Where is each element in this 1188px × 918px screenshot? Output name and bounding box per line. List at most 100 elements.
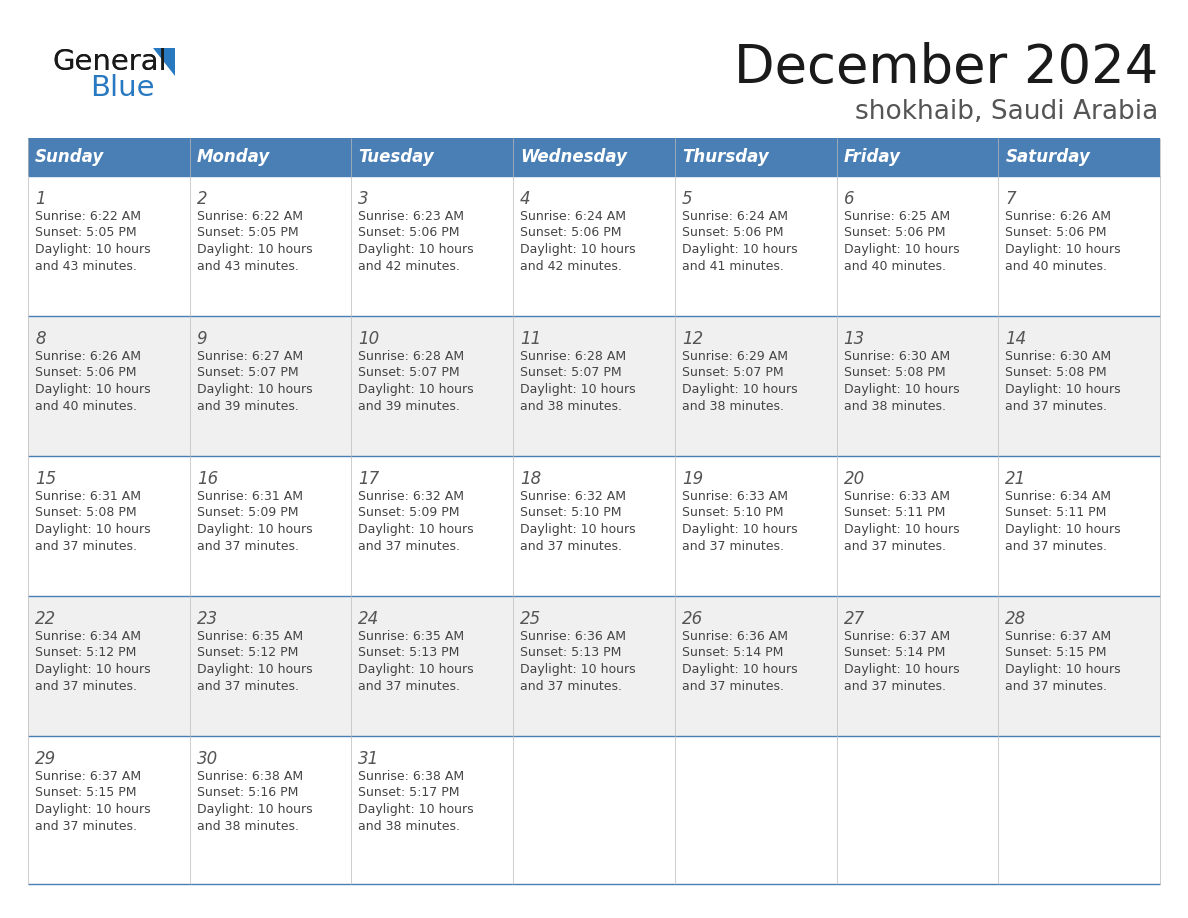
Text: Daylight: 10 hours: Daylight: 10 hours: [843, 243, 959, 256]
Text: Sunrise: 6:27 AM: Sunrise: 6:27 AM: [197, 350, 303, 363]
Text: and 37 minutes.: and 37 minutes.: [682, 679, 784, 692]
Text: Daylight: 10 hours: Daylight: 10 hours: [1005, 523, 1121, 536]
Text: 23: 23: [197, 610, 217, 628]
Bar: [29, 736, 1159, 884]
Text: Sunrise: 6:35 AM: Sunrise: 6:35 AM: [197, 630, 303, 643]
Text: Sunset: 5:07 PM: Sunset: 5:07 PM: [520, 366, 621, 379]
Text: and 43 minutes.: and 43 minutes.: [34, 260, 137, 273]
Bar: [190, 138, 352, 176]
Text: Sunrise: 6:29 AM: Sunrise: 6:29 AM: [682, 350, 788, 363]
Text: and 37 minutes.: and 37 minutes.: [34, 820, 137, 833]
Text: Daylight: 10 hours: Daylight: 10 hours: [520, 663, 636, 676]
Text: Daylight: 10 hours: Daylight: 10 hours: [520, 523, 636, 536]
Text: 26: 26: [682, 610, 703, 628]
Text: Daylight: 10 hours: Daylight: 10 hours: [682, 383, 797, 396]
Text: Daylight: 10 hours: Daylight: 10 hours: [34, 663, 151, 676]
Text: 16: 16: [197, 470, 217, 488]
Text: Tuesday: Tuesday: [359, 148, 434, 166]
Text: Sunday: Sunday: [34, 148, 105, 166]
Text: and 37 minutes.: and 37 minutes.: [682, 540, 784, 553]
Text: Sunset: 5:10 PM: Sunset: 5:10 PM: [520, 507, 621, 520]
Bar: [29, 138, 190, 176]
Bar: [675, 138, 836, 176]
Text: Daylight: 10 hours: Daylight: 10 hours: [34, 243, 151, 256]
Text: 19: 19: [682, 470, 703, 488]
Text: and 38 minutes.: and 38 minutes.: [359, 820, 461, 833]
Text: Daylight: 10 hours: Daylight: 10 hours: [359, 383, 474, 396]
Text: 2: 2: [197, 190, 208, 208]
Text: 1: 1: [34, 190, 45, 208]
Text: Daylight: 10 hours: Daylight: 10 hours: [197, 803, 312, 816]
Text: Daylight: 10 hours: Daylight: 10 hours: [1005, 383, 1121, 396]
Text: and 37 minutes.: and 37 minutes.: [359, 540, 461, 553]
Bar: [513, 138, 675, 176]
Text: Sunrise: 6:33 AM: Sunrise: 6:33 AM: [843, 490, 949, 503]
Text: and 37 minutes.: and 37 minutes.: [520, 679, 623, 692]
Text: Sunrise: 6:25 AM: Sunrise: 6:25 AM: [843, 210, 949, 223]
Text: 28: 28: [1005, 610, 1026, 628]
Text: Blue: Blue: [90, 74, 154, 102]
Text: General: General: [52, 48, 166, 76]
Text: Sunrise: 6:30 AM: Sunrise: 6:30 AM: [843, 350, 949, 363]
Bar: [998, 138, 1159, 176]
Text: Sunrise: 6:38 AM: Sunrise: 6:38 AM: [359, 770, 465, 783]
Text: Sunset: 5:16 PM: Sunset: 5:16 PM: [197, 787, 298, 800]
Text: and 41 minutes.: and 41 minutes.: [682, 260, 784, 273]
Text: Sunset: 5:07 PM: Sunset: 5:07 PM: [682, 366, 783, 379]
Bar: [29, 596, 1159, 736]
Text: 31: 31: [359, 750, 380, 768]
Text: Sunset: 5:08 PM: Sunset: 5:08 PM: [843, 366, 946, 379]
Text: and 40 minutes.: and 40 minutes.: [843, 260, 946, 273]
Text: and 37 minutes.: and 37 minutes.: [520, 540, 623, 553]
Text: Sunset: 5:06 PM: Sunset: 5:06 PM: [520, 227, 621, 240]
Text: Sunrise: 6:31 AM: Sunrise: 6:31 AM: [197, 490, 303, 503]
Text: and 39 minutes.: and 39 minutes.: [197, 399, 298, 412]
Text: General: General: [52, 48, 166, 76]
Text: 25: 25: [520, 610, 542, 628]
Text: Sunset: 5:06 PM: Sunset: 5:06 PM: [359, 227, 460, 240]
Text: Sunset: 5:06 PM: Sunset: 5:06 PM: [34, 366, 137, 379]
Text: and 40 minutes.: and 40 minutes.: [1005, 260, 1107, 273]
Text: and 38 minutes.: and 38 minutes.: [843, 399, 946, 412]
Text: and 37 minutes.: and 37 minutes.: [843, 679, 946, 692]
Text: 7: 7: [1005, 190, 1016, 208]
Text: 8: 8: [34, 330, 45, 348]
Text: Friday: Friday: [843, 148, 901, 166]
Text: Daylight: 10 hours: Daylight: 10 hours: [520, 243, 636, 256]
Text: and 42 minutes.: and 42 minutes.: [359, 260, 460, 273]
Polygon shape: [153, 48, 175, 76]
Text: Daylight: 10 hours: Daylight: 10 hours: [682, 663, 797, 676]
Text: and 43 minutes.: and 43 minutes.: [197, 260, 298, 273]
Text: 20: 20: [843, 470, 865, 488]
Text: and 38 minutes.: and 38 minutes.: [520, 399, 623, 412]
Text: 18: 18: [520, 470, 542, 488]
Text: 12: 12: [682, 330, 703, 348]
Text: Sunrise: 6:34 AM: Sunrise: 6:34 AM: [34, 630, 141, 643]
Text: Thursday: Thursday: [682, 148, 769, 166]
Text: 30: 30: [197, 750, 217, 768]
Text: Sunrise: 6:22 AM: Sunrise: 6:22 AM: [34, 210, 141, 223]
Bar: [836, 138, 998, 176]
Text: Monday: Monday: [197, 148, 270, 166]
Text: Sunset: 5:09 PM: Sunset: 5:09 PM: [359, 507, 460, 520]
Text: Sunrise: 6:37 AM: Sunrise: 6:37 AM: [1005, 630, 1112, 643]
Text: Daylight: 10 hours: Daylight: 10 hours: [843, 663, 959, 676]
Text: Daylight: 10 hours: Daylight: 10 hours: [520, 383, 636, 396]
Text: Sunset: 5:08 PM: Sunset: 5:08 PM: [34, 507, 137, 520]
Text: Sunrise: 6:37 AM: Sunrise: 6:37 AM: [843, 630, 949, 643]
Text: Sunset: 5:12 PM: Sunset: 5:12 PM: [197, 646, 298, 659]
Text: Sunset: 5:11 PM: Sunset: 5:11 PM: [843, 507, 944, 520]
Text: Sunrise: 6:26 AM: Sunrise: 6:26 AM: [34, 350, 141, 363]
Text: Sunrise: 6:38 AM: Sunrise: 6:38 AM: [197, 770, 303, 783]
Text: Daylight: 10 hours: Daylight: 10 hours: [682, 243, 797, 256]
Text: and 37 minutes.: and 37 minutes.: [34, 540, 137, 553]
Text: Sunrise: 6:24 AM: Sunrise: 6:24 AM: [682, 210, 788, 223]
Text: Sunrise: 6:22 AM: Sunrise: 6:22 AM: [197, 210, 303, 223]
Text: and 37 minutes.: and 37 minutes.: [34, 679, 137, 692]
Text: Sunrise: 6:32 AM: Sunrise: 6:32 AM: [520, 490, 626, 503]
Text: and 37 minutes.: and 37 minutes.: [843, 540, 946, 553]
Text: Daylight: 10 hours: Daylight: 10 hours: [1005, 663, 1121, 676]
Text: 27: 27: [843, 610, 865, 628]
Text: Daylight: 10 hours: Daylight: 10 hours: [197, 523, 312, 536]
Text: Daylight: 10 hours: Daylight: 10 hours: [34, 523, 151, 536]
